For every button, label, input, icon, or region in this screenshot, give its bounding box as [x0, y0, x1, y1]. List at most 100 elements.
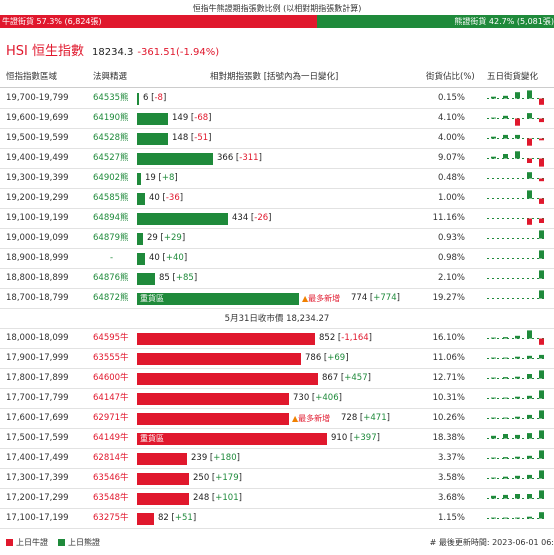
five-day-change-cell	[487, 509, 549, 528]
daily-change: +51	[174, 513, 193, 523]
table-row[interactable]: 17,600-17,699 62971牛 ▲最多新增 728 [+471] 10.26%	[0, 409, 554, 429]
contracts-cell: 148 [-51]	[137, 129, 419, 148]
range-cell: 17,500-17,599	[6, 433, 69, 443]
product-code-link[interactable]: 62814牛	[93, 453, 129, 463]
contracts-value: 6 [-8]	[143, 93, 167, 103]
table-row[interactable]: 19,500-19,599 64528熊 148 [-51] 4.00%	[0, 129, 554, 149]
range-cell: 17,600-17,699	[6, 413, 69, 423]
product-code-link[interactable]: 64600牛	[93, 373, 129, 383]
five-day-change-cell	[487, 249, 549, 268]
table-row[interactable]: 17,700-17,799 64147牛 730 [+406] 10.31%	[0, 389, 554, 409]
sparkline-bar	[503, 457, 508, 459]
product-code-link[interactable]: 64527熊	[93, 153, 129, 163]
table-row[interactable]: 17,900-17,999 63555牛 786 [+69] 11.06%	[0, 349, 554, 369]
product-code-link[interactable]: 64595牛	[93, 333, 129, 343]
contracts-value: 366 [-311]	[217, 153, 262, 163]
sparkline-bar	[527, 374, 532, 379]
table-row[interactable]: 19,100-19,199 64894熊 434 [-26] 11.16%	[0, 209, 554, 229]
table-row[interactable]: 19,200-19,299 64585熊 40 [-36] 1.00%	[0, 189, 554, 209]
product-code-link[interactable]: 64879熊	[93, 233, 129, 243]
sparkline-bar	[539, 250, 544, 259]
table-row[interactable]: 17,300-17,399 63546牛 250 [+179] 3.58%	[0, 469, 554, 489]
share-percent: 0.15%	[437, 93, 465, 103]
product-code-link[interactable]: 64528熊	[93, 133, 129, 143]
header-contracts[interactable]: 相對期指張數 [括號內為一日變化]	[210, 72, 339, 82]
product-code-link[interactable]: 64149牛	[93, 433, 129, 443]
contracts-number: 730	[293, 393, 310, 403]
triangle-up-icon: ▲	[302, 294, 309, 303]
table-row[interactable]: 17,100-17,199 63275牛 82 [+51] 1.15%	[0, 509, 554, 529]
contracts-bar	[137, 213, 228, 225]
share-percent: 3.58%	[437, 473, 465, 483]
header-pct[interactable]: 街貨佔比(%)	[426, 72, 475, 82]
sparkline-bar	[503, 337, 508, 339]
table-row[interactable]: 18,900-18,999 - 40 [+40] 0.98%	[0, 249, 554, 269]
table-row[interactable]: 18,000-18,099 64595牛 852 [-1,164] 16.10%	[0, 329, 554, 349]
table-row[interactable]: 17,800-17,899 64600牛 867 [+457] 12.71%	[0, 369, 554, 389]
sparkline-bar	[539, 270, 544, 279]
contracts-cell: 250 [+179]	[137, 469, 419, 488]
product-code-link[interactable]: 62971牛	[93, 413, 129, 423]
contracts-cell: 重貨區 910 [+397]	[137, 429, 419, 448]
five-day-change-cell	[487, 269, 549, 288]
product-code-link[interactable]: 64872熊	[93, 293, 129, 303]
header-pick[interactable]: 法興精選	[93, 72, 128, 82]
table-row[interactable]: 17,400-17,499 62814牛 239 [+180] 3.37%	[0, 449, 554, 469]
header-range[interactable]: 恒指指數區域	[6, 72, 58, 82]
contracts-bar	[137, 93, 139, 105]
five-day-change-cell	[487, 229, 549, 248]
five-day-sparkline	[487, 512, 545, 519]
table-row[interactable]: 19,400-19,499 64527熊 366 [-311] 9.07%	[0, 149, 554, 169]
header-five-day[interactable]: 五日街貨變化	[487, 72, 539, 82]
contracts-value: 29 [+29]	[147, 233, 186, 243]
table-row[interactable]: 17,500-17,599 64149牛 重貨區 910 [+397] 18.38%	[0, 429, 554, 449]
product-code-link[interactable]: 64894熊	[93, 213, 129, 223]
sparkline-bar	[539, 390, 544, 399]
contracts-number: 239	[191, 453, 208, 463]
sparkline-bar	[539, 198, 544, 204]
sparkline-bar	[539, 470, 544, 479]
sparkline-bar	[515, 434, 520, 439]
most-added-text: 最多新增	[308, 294, 341, 303]
sparkline-bar	[539, 118, 544, 123]
product-code-link[interactable]: 64876熊	[93, 273, 129, 283]
five-day-sparkline	[487, 490, 545, 499]
table-row[interactable]: 18,700-18,799 64872熊 重貨區 ▲最多新增 774 [+774] 19.…	[0, 289, 554, 309]
product-code-link[interactable]: 63546牛	[93, 473, 129, 483]
legend-bull-label: 上日牛證	[16, 538, 48, 547]
contracts-cell: 82 [+51]	[137, 509, 419, 528]
contracts-number: 867	[322, 373, 339, 383]
contracts-bar	[137, 513, 154, 525]
table-row[interactable]: 18,800-18,899 64876熊 85 [+85] 2.10%	[0, 269, 554, 289]
product-code-link[interactable]: 63275牛	[93, 513, 129, 523]
product-code-link[interactable]: 64190熊	[93, 113, 129, 123]
sparkline-bar	[503, 517, 508, 519]
table-row[interactable]: 19,000-19,099 64879熊 29 [+29] 0.93%	[0, 229, 554, 249]
index-name: HSI 恒生指數	[6, 44, 84, 59]
product-code-link[interactable]: 64147牛	[93, 393, 129, 403]
daily-change: -51	[194, 133, 209, 143]
range-cell: 19,000-19,099	[6, 233, 69, 243]
table-row[interactable]: 17,200-17,299 63548牛 248 [+101] 3.68%	[0, 489, 554, 509]
product-code-link[interactable]: 63555牛	[93, 353, 129, 363]
table-row[interactable]: 19,600-19,699 64190熊 149 [-68] 4.10%	[0, 109, 554, 129]
product-code-link[interactable]: 63548牛	[93, 493, 129, 503]
contracts-cell: 19 [+8]	[137, 169, 419, 188]
share-percent: 4.10%	[437, 113, 465, 123]
product-code-link[interactable]: 64902熊	[93, 173, 129, 183]
daily-change: +180	[213, 453, 237, 463]
sparkline-bar	[539, 430, 544, 439]
table-row[interactable]: 19,300-19,399 64902熊 19 [+8] 0.48%	[0, 169, 554, 189]
sparkline-bar	[491, 117, 496, 119]
sparkline-bar	[527, 190, 532, 199]
contracts-value: 19 [+8]	[145, 173, 178, 183]
contracts-cell: 149 [-68]	[137, 109, 419, 128]
share-percent: 11.06%	[432, 353, 465, 363]
five-day-sparkline	[487, 430, 545, 439]
sparkline-bar	[527, 474, 532, 479]
product-code-link[interactable]: 64585熊	[93, 193, 129, 203]
contracts-value: 248 [+101]	[193, 493, 242, 503]
table-row[interactable]: 19,700-19,799 64535熊 6 [-8] 0.15%	[0, 89, 554, 109]
five-day-change-cell	[487, 289, 549, 308]
product-code-link[interactable]: 64535熊	[93, 93, 129, 103]
